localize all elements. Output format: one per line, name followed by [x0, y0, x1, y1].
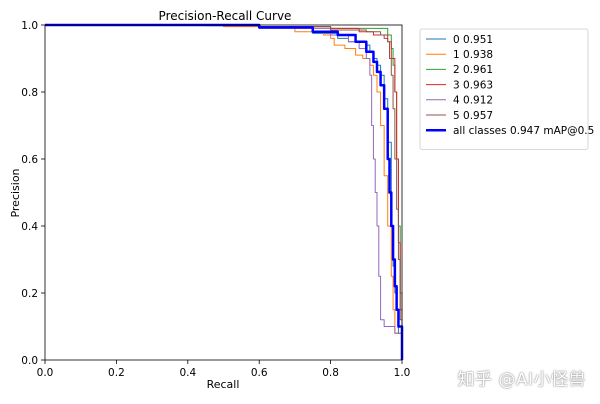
- x-tick-label: 0.8: [322, 367, 339, 379]
- x-tick-label: 0.4: [179, 367, 196, 379]
- series-layer: [45, 23, 404, 360]
- y-tick-label: 0.6: [21, 154, 38, 166]
- y-tick-label: 0.0: [21, 355, 38, 367]
- y-tick-label: 0.8: [21, 87, 38, 99]
- legend: 0 0.951 1 0.938 2 0.961 3 0.963 4 0.912 5 0.9…: [419, 28, 594, 150]
- series-line-3: [45, 24, 403, 360]
- x-tick-label: 1.0: [394, 367, 411, 379]
- legend-label-3: 3 0.963: [453, 79, 493, 91]
- plot-frame: [44, 24, 403, 361]
- legend-label-0: 0 0.951: [453, 34, 493, 46]
- legend-label-4: 4 0.912: [453, 95, 493, 107]
- watermark-text: 知乎 @AI小怪兽: [457, 370, 586, 390]
- y-axis-label: Precision: [9, 168, 22, 217]
- ticks-layer: 0.0 0.2 0.4 0.6 0.8 1.0 0.0 0.2 0.4 0.6 0.8 1.0: [21, 20, 410, 379]
- y-tick-label: 1.0: [21, 20, 38, 32]
- x-tick-label: 0.0: [37, 367, 54, 379]
- series-line-5: [45, 24, 403, 360]
- legend-label-5: 5 0.957: [453, 110, 493, 122]
- series-line-2: [45, 24, 403, 360]
- x-tick-label: 0.6: [251, 367, 268, 379]
- legend-box: [419, 28, 589, 150]
- legend-label-1: 1 0.938: [453, 49, 493, 61]
- x-tick-label: 0.2: [108, 367, 125, 379]
- series-line-1: [45, 24, 403, 360]
- y-tick-label: 0.2: [21, 288, 38, 300]
- y-tick-label: 0.4: [21, 221, 38, 233]
- series-line-4: [45, 24, 403, 360]
- x-axis-label: Recall: [207, 378, 240, 391]
- legend-label-6: all classes 0.947 mAP@0.5: [453, 125, 594, 137]
- legend-label-2: 2 0.961: [453, 64, 493, 76]
- series-line-0: [45, 24, 403, 360]
- chart-title: Precision-Recall Curve: [159, 9, 292, 23]
- series-line-6: [45, 23, 404, 360]
